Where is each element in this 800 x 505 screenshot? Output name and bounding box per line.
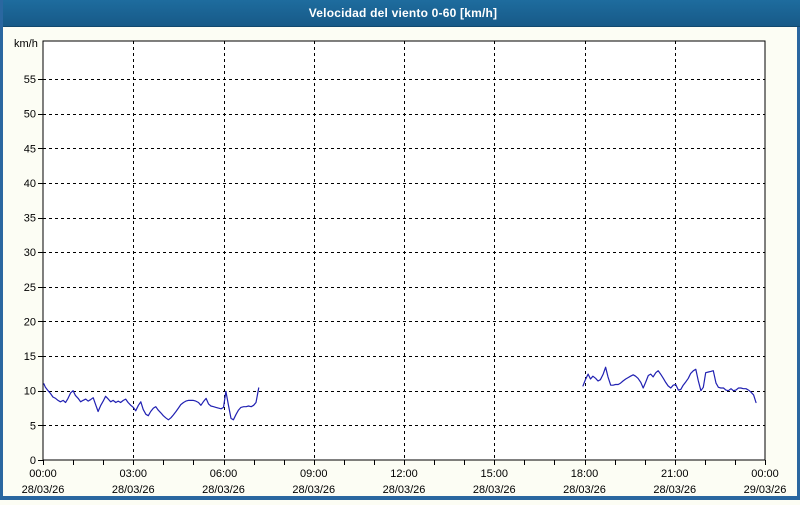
y-tick-label: 0 bbox=[30, 455, 36, 467]
x-tick-time-label: 00:00 bbox=[751, 468, 779, 480]
y-tick-label: 5 bbox=[30, 420, 36, 432]
y-tick-label: 30 bbox=[24, 247, 36, 259]
window-title-bar: Velocidad del viento 0-60 [km/h] bbox=[3, 0, 800, 27]
x-tick-date-label: 28/03/26 bbox=[112, 484, 155, 496]
x-tick-date-label: 28/03/26 bbox=[653, 484, 696, 496]
x-tick-date-label: 28/03/26 bbox=[202, 484, 245, 496]
x-tick-time-label: 15:00 bbox=[480, 468, 508, 480]
x-tick-date-label: 29/03/26 bbox=[744, 484, 787, 496]
y-tick-label: 35 bbox=[24, 213, 36, 225]
x-tick-time-label: 09:00 bbox=[300, 468, 328, 480]
x-tick-date-label: 28/03/26 bbox=[22, 484, 65, 496]
y-tick-label: 25 bbox=[24, 282, 36, 294]
chart-area: 0 5 10 15 20 25 30 35 40 45 50 55 km/h 00:00 28/03/26 0… bbox=[3, 0, 800, 500]
y-tick-label: 55 bbox=[24, 74, 36, 86]
wind-speed-morning-segment bbox=[43, 383, 260, 421]
x-tick-date-label: 28/03/26 bbox=[383, 484, 426, 496]
y-tick-label: 15 bbox=[24, 351, 36, 363]
y-tick-label: 45 bbox=[24, 143, 36, 155]
wind-speed-chart: 0 5 10 15 20 25 30 35 40 45 50 55 km/h 00:00 28/03/26 0… bbox=[14, 38, 787, 496]
y-tick-label: 40 bbox=[24, 178, 36, 190]
x-tick-date-label: 28/03/26 bbox=[473, 484, 516, 496]
x-tick-time-label: 21:00 bbox=[661, 468, 689, 480]
wind-speed-evening-segment bbox=[582, 366, 757, 404]
x-tick-date-label: 28/03/26 bbox=[563, 484, 606, 496]
window-title: Velocidad del viento 0-60 [km/h] bbox=[308, 6, 498, 20]
y-tick-label: 50 bbox=[24, 109, 36, 121]
x-tick-date-label: 28/03/26 bbox=[292, 484, 335, 496]
y-axis-unit-label: km/h bbox=[14, 38, 38, 50]
y-tick-label: 20 bbox=[24, 316, 36, 328]
y-tick-label: 10 bbox=[24, 386, 36, 398]
x-tick-time-label: 12:00 bbox=[390, 468, 418, 480]
x-tick-time-label: 00:00 bbox=[29, 468, 57, 480]
x-tick-time-label: 06:00 bbox=[210, 468, 238, 480]
x-tick-time-label: 18:00 bbox=[571, 468, 599, 480]
x-tick-time-label: 03:00 bbox=[119, 468, 147, 480]
